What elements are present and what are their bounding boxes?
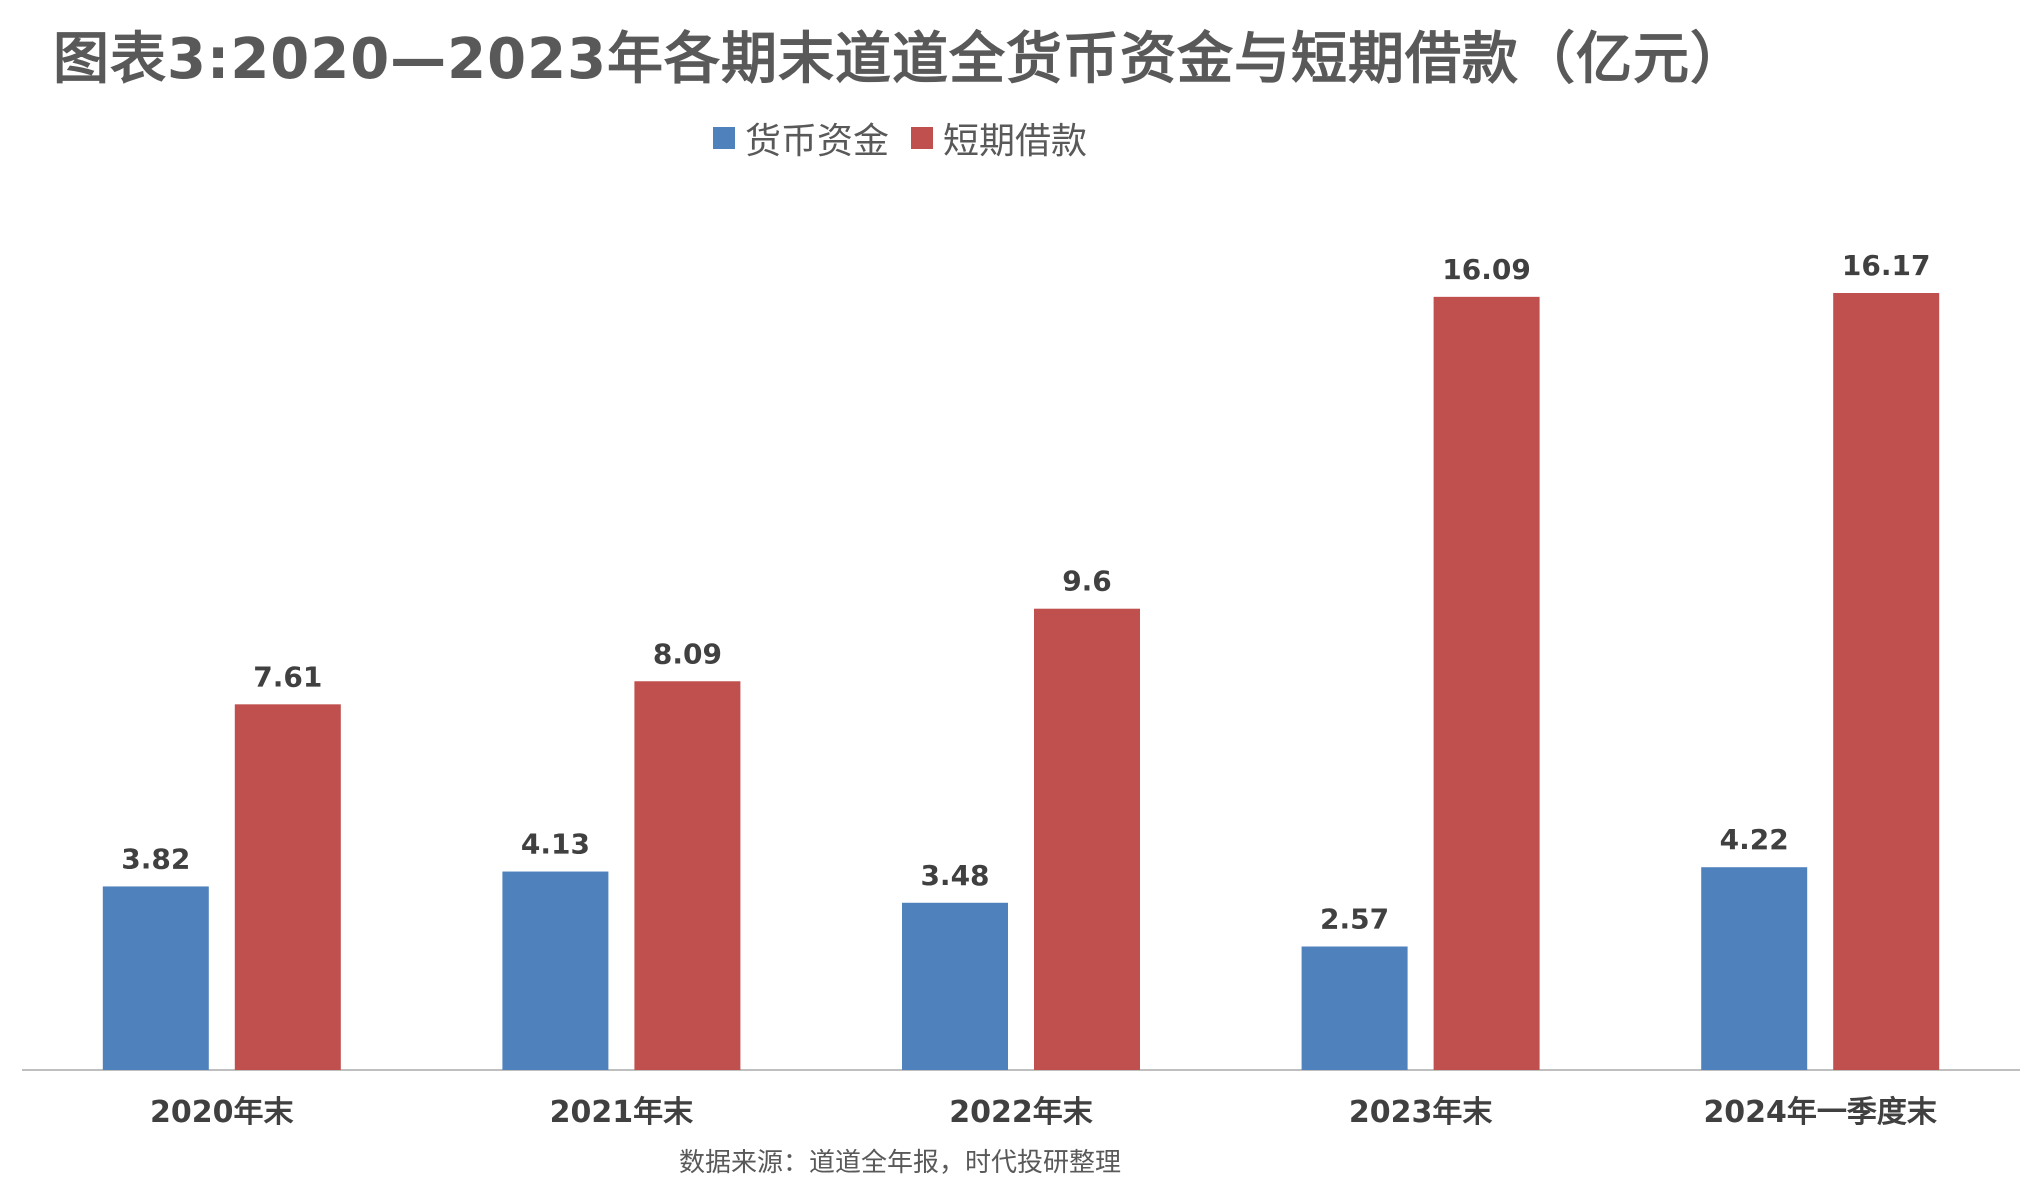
bar-short-loans-2[interactable] [1034, 608, 1140, 1070]
chart-title: 图表3:2020—2023年各期末道道全货币资金与短期借款（亿元） [52, 27, 1748, 92]
bar-cash-4[interactable] [1701, 867, 1808, 1070]
data-label-short-loans-4: 16.17 [1842, 249, 1931, 282]
data-label-cash-3: 2.57 [1320, 903, 1389, 936]
legend-swatch-cash [712, 127, 735, 149]
data-label-cash-1: 4.13 [521, 828, 590, 861]
legend-swatch-short-loans [911, 127, 933, 149]
data-label-cash-0: 3.82 [121, 842, 190, 875]
bar-cash-3[interactable] [1301, 946, 1408, 1070]
category-label-0: 2020年末 [150, 1095, 294, 1130]
data-label-short-loans-2: 9.6 [1062, 565, 1112, 598]
data-label-cash-2: 3.48 [920, 859, 989, 892]
legend-item-short-loans[interactable]: 短期借款 [911, 112, 1087, 164]
category-label-1: 2021年末 [550, 1095, 694, 1130]
source-note: 数据来源：道道全年报，时代投研整理 [678, 1148, 1121, 1178]
category-label-3: 2023年末 [1349, 1095, 1493, 1130]
legend-item-cash[interactable]: 货币资金 [712, 112, 889, 164]
bar-cash-1[interactable] [502, 871, 609, 1070]
data-label-short-loans-3: 16.09 [1442, 253, 1531, 286]
legend: 货币资金 短期借款 [0, 112, 1800, 164]
data-label-short-loans-1: 8.09 [653, 637, 722, 670]
legend-label-short-loans: 短期借款 [943, 121, 1088, 162]
bar-short-loans-3[interactable] [1433, 296, 1540, 1071]
bar-short-loans-4[interactable] [1833, 293, 1940, 1070]
category-label-4: 2024年一季度末 [1703, 1095, 1937, 1130]
bar-short-loans-1[interactable] [634, 681, 741, 1070]
legend-label-cash: 货币资金 [744, 121, 889, 162]
bar-short-loans-0[interactable] [234, 704, 341, 1070]
category-label-2: 2022年末 [949, 1095, 1093, 1130]
bar-cash-2[interactable] [902, 902, 1008, 1070]
bar-cash-0[interactable] [102, 886, 209, 1070]
data-label-cash-4: 4.22 [1720, 823, 1789, 856]
data-label-short-loans-0: 7.61 [253, 660, 322, 693]
